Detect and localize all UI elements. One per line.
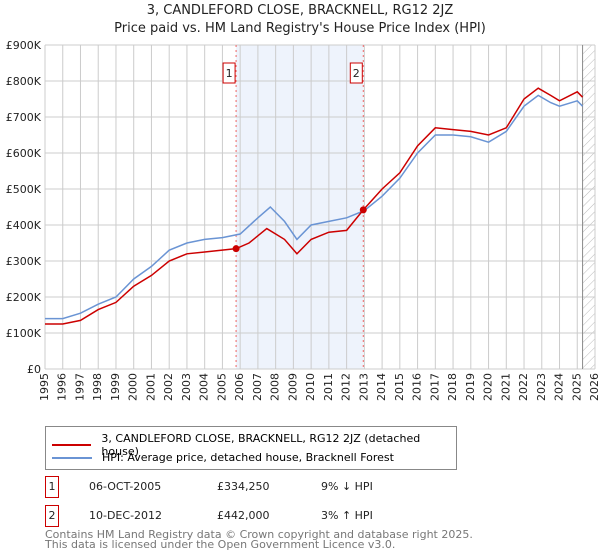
x-tick-label: 1998	[91, 373, 104, 401]
x-tick-label: 2021	[499, 373, 512, 401]
x-tick-label: 2008	[269, 373, 282, 401]
sale-marker-label: 2	[353, 67, 360, 80]
x-tick-label: 2011	[322, 373, 335, 401]
x-tick-label: 2002	[162, 373, 175, 401]
sale-badge: 2	[45, 505, 59, 527]
y-tick-label: £400K	[6, 219, 42, 232]
projection-hatch	[582, 45, 595, 369]
x-tick-label: 2009	[286, 373, 299, 401]
x-tick-label: 2012	[340, 373, 353, 401]
x-tick-label: 2017	[428, 373, 441, 401]
sale-price: £334,250	[217, 480, 270, 493]
x-tick-label: 2004	[198, 373, 211, 401]
sale-badge: 1	[45, 476, 59, 498]
x-tick-label: 2019	[464, 373, 477, 401]
chart-subtitle: Price paid vs. HM Land Registry's House …	[114, 21, 486, 36]
legend: 3, CANDLEFORD CLOSE, BRACKNELL, RG12 2JZ…	[45, 426, 457, 470]
x-tick-label: 2006	[233, 373, 246, 401]
x-tick-label: 2007	[251, 373, 264, 401]
x-tick-label: 2015	[393, 373, 406, 401]
property-line	[45, 87, 584, 325]
footer-line-2: This data is licensed under the Open Gov…	[45, 538, 396, 551]
x-tick-label: 2023	[535, 373, 548, 401]
x-tick-label: 2024	[553, 373, 566, 401]
x-tick-label: 2025	[570, 373, 583, 401]
x-tick-label: 1997	[73, 373, 86, 401]
x-tick-label: 1995	[38, 373, 51, 401]
y-tick-label: £100K	[6, 327, 42, 340]
x-tick-label: 2001	[144, 373, 157, 401]
footer: Contains HM Land Registry data © Crown c…	[45, 528, 473, 551]
legend-property: 3, CANDLEFORD CLOSE, BRACKNELL, RG12 2JZ…	[101, 432, 421, 458]
x-tick-label: 2000	[127, 373, 140, 401]
hpi-line	[45, 94, 584, 320]
x-tick-label: 2020	[482, 373, 495, 401]
sale-marker-box	[349, 62, 363, 84]
sale-point	[359, 206, 367, 214]
legend-hpi: HPI: Average price, detached house, Brac…	[102, 451, 394, 464]
y-tick-label: £900K	[6, 39, 42, 52]
x-tick-label: 2026	[588, 373, 600, 401]
y-tick-label: £800K	[6, 75, 42, 88]
y-tick-label: £200K	[6, 291, 42, 304]
sale-date: 10-DEC-2012	[89, 509, 163, 522]
y-tick-label: £700K	[6, 111, 42, 124]
sale-hpi: 3% ↑ HPI	[321, 509, 373, 522]
sale-period-shade	[236, 45, 364, 369]
y-tick-label: £600K	[6, 147, 42, 160]
sale-date: 06-OCT-2005	[89, 480, 162, 493]
x-tick-label: 2018	[446, 373, 459, 401]
y-tick-label: £500K	[6, 183, 42, 196]
sale-marker-box	[222, 62, 236, 84]
plot-area: 1995 1996 1997 1998 1999 2000 2001 2002 2003 2004…	[6, 39, 600, 401]
legend-red-line	[52, 444, 92, 446]
x-tick-label: 2010	[304, 373, 317, 401]
x-tick-label: 1996	[56, 373, 69, 401]
x-tick-label: 2016	[411, 373, 424, 401]
y-tick-label: £300K	[6, 255, 42, 268]
sale-hpi: 9% ↓ HPI	[321, 480, 373, 493]
x-tick-label: 2005	[215, 373, 228, 401]
x-tick-label: 2022	[517, 373, 530, 401]
legend-blue-line	[52, 456, 92, 459]
x-tick-label: 2014	[375, 373, 388, 401]
y-tick-label: £0	[27, 363, 41, 376]
x-tick-label: 2003	[180, 373, 193, 401]
x-tick-label: 1999	[109, 373, 122, 401]
sale-price: £442,000	[217, 509, 270, 522]
sale-point	[232, 245, 240, 253]
x-tick-label: 2013	[357, 373, 370, 401]
chart-title: 3, CANDLEFORD CLOSE, BRACKNELL, RG12 2JZ	[146, 3, 454, 18]
footer-line-1: Contains HM Land Registry data © Crown c…	[45, 528, 473, 541]
sale-marker-label: 1	[226, 67, 233, 80]
